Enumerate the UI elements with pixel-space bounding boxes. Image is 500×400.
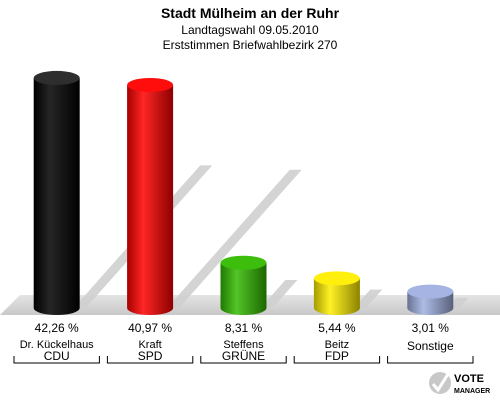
value-label: 5,44 %	[318, 321, 356, 335]
category-bracket	[387, 356, 474, 364]
category-bracket	[293, 356, 381, 364]
bar-fdp	[313, 278, 360, 316]
vote-manager-logo: VOTE MANAGER	[429, 372, 490, 395]
bar-top-cap	[407, 284, 454, 299]
category-bracket	[106, 356, 194, 364]
category-label: CDU	[44, 349, 70, 363]
bar-cdu	[33, 77, 80, 315]
category-bracket	[200, 356, 287, 364]
category-label: FDP	[325, 349, 349, 363]
bar-grüne	[220, 262, 267, 316]
value-label: 40,97 %	[128, 321, 172, 335]
bars	[33, 70, 454, 316]
candidate-label: Kraft	[138, 339, 161, 351]
value-label: 3,01 %	[412, 321, 450, 335]
chart-title: Stadt Mülheim an der Ruhr	[161, 5, 340, 21]
candidate-label: Dr. Kückelhaus	[20, 339, 94, 351]
value-label: 42,26 %	[35, 321, 79, 335]
bar-top-cap	[33, 70, 80, 85]
chart-subtitle: Landtagswahl 09.05.2010	[181, 23, 319, 37]
bar-shadow	[260, 279, 298, 308]
category-label: Sonstige	[407, 339, 454, 353]
bar-top-cap	[220, 255, 267, 270]
chart-subtitle-2: Erststimmen Briefwahlbezirk 270	[163, 38, 338, 52]
category-label: SPD	[138, 349, 163, 363]
bar-shadow	[353, 289, 383, 308]
candidate-label: Steffens	[223, 339, 264, 351]
candidate-label: Beitz	[325, 339, 349, 351]
bar-top-cap	[127, 77, 174, 92]
value-label: 8,31 %	[225, 321, 263, 335]
bar-shadow	[167, 169, 302, 308]
category-bracket	[13, 356, 100, 364]
logo-line2: MANAGER	[454, 388, 490, 395]
logo-line1: VOTE	[454, 373, 484, 385]
bar-top-cap	[313, 271, 360, 286]
bar-spd	[127, 84, 174, 316]
category-label: GRÜNE	[222, 349, 265, 363]
